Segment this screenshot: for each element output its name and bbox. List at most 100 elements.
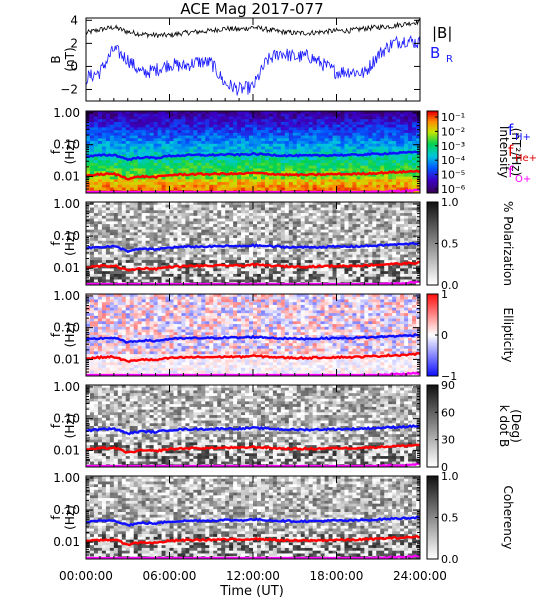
heatmap-cell xyxy=(101,132,107,136)
heatmap-cell xyxy=(93,260,99,264)
heatmap-cell xyxy=(356,232,361,236)
heatmap-cell xyxy=(300,119,306,123)
heatmap-cell xyxy=(364,146,369,150)
heatmap-cell xyxy=(113,168,119,172)
heatmap-cell xyxy=(412,119,417,123)
heatmap-cell xyxy=(324,182,329,186)
heatmap-cell xyxy=(137,162,143,167)
heatmap-cell xyxy=(268,202,274,206)
heatmap-cell xyxy=(233,204,238,208)
heatmap-cell xyxy=(404,235,409,239)
heatmap-cell xyxy=(292,262,298,267)
heatmap-cell xyxy=(193,221,198,225)
heatmap-cell xyxy=(125,184,131,188)
heatmap-cell xyxy=(93,146,99,150)
heatmap-cell xyxy=(201,119,206,123)
heatmap-cell xyxy=(356,229,361,233)
heatmap-cell xyxy=(86,141,91,145)
heatmap-cell xyxy=(344,254,349,258)
y-tick-label: −2 xyxy=(60,82,78,96)
heatmap-cell xyxy=(328,141,333,145)
heatmap-cell xyxy=(412,152,417,156)
heatmap-cell xyxy=(205,124,210,128)
heatmap-cell xyxy=(121,146,127,150)
heatmap-cell xyxy=(276,121,282,126)
heatmap-cell xyxy=(392,127,397,131)
heatmap-cell xyxy=(193,224,198,228)
heatmap-cell xyxy=(360,184,365,188)
heatmap-cell xyxy=(237,149,242,153)
heatmap-cell xyxy=(93,210,99,214)
heatmap-cell xyxy=(185,268,190,272)
heatmap-cell xyxy=(328,257,333,261)
heatmap-cell xyxy=(316,124,321,128)
heatmap-cell xyxy=(205,218,210,222)
heatmap-cell xyxy=(113,141,119,145)
heatmap-cell xyxy=(149,215,154,219)
heatmap-cell xyxy=(272,276,278,280)
heatmap-cell xyxy=(380,229,385,233)
heatmap-cell xyxy=(400,149,405,153)
heatmap-cell xyxy=(173,165,178,169)
heatmap-cell xyxy=(300,149,306,153)
heatmap-cell xyxy=(348,221,353,225)
heatmap-cell xyxy=(300,249,306,253)
heatmap-cell xyxy=(141,265,147,269)
heatmap-cell xyxy=(169,202,174,206)
heatmap-cell xyxy=(340,162,345,167)
heatmap-cell xyxy=(292,152,298,156)
heatmap-cell xyxy=(185,229,190,233)
heatmap-cell xyxy=(105,204,111,208)
heatmap-cell xyxy=(221,165,226,169)
heatmap-cell xyxy=(272,187,278,191)
heatmap-cell xyxy=(153,273,158,278)
heatmap-cell xyxy=(189,268,194,272)
heatmap-cell xyxy=(153,265,158,269)
heatmap-cell xyxy=(280,260,286,264)
heatmap-cell xyxy=(105,116,111,120)
heatmap-cell xyxy=(93,141,99,145)
heatmap-cell xyxy=(157,160,162,164)
heatmap-cell xyxy=(412,113,417,117)
heatmap-cell xyxy=(233,184,238,188)
heatmap-cell xyxy=(153,149,158,153)
heatmap-cell xyxy=(113,271,119,275)
heatmap-cell xyxy=(264,160,270,164)
heatmap-cell xyxy=(109,260,115,264)
heatmap-cell xyxy=(408,146,413,150)
heatmap-cell xyxy=(380,249,385,253)
heatmap-cell xyxy=(213,143,218,147)
heatmap-cell xyxy=(372,232,377,236)
heatmap-cell xyxy=(205,141,210,145)
heatmap-cell xyxy=(368,176,373,180)
heatmap-cell xyxy=(229,221,234,225)
heatmap-cell xyxy=(121,237,127,242)
heatmap-cell xyxy=(388,132,393,136)
heatmap-cell xyxy=(384,111,389,115)
heatmap-cell xyxy=(145,207,151,211)
heatmap-cell xyxy=(237,132,242,136)
heatmap-cell xyxy=(348,124,353,128)
heatmap-cell xyxy=(237,268,242,272)
heatmap-cell xyxy=(217,232,222,236)
heatmap-cell xyxy=(396,187,401,191)
heatmap-cell xyxy=(129,254,135,258)
heatmap-cell xyxy=(272,249,278,253)
heatmap-cell xyxy=(213,246,218,250)
heatmap-cell xyxy=(137,221,143,225)
heatmap-cell xyxy=(93,124,99,128)
heatmap-cell xyxy=(364,237,369,242)
heatmap-cell xyxy=(384,202,389,206)
heatmap-cell xyxy=(376,271,381,275)
heatmap-cell xyxy=(388,204,393,208)
heatmap-cell xyxy=(157,135,162,139)
heatmap-cell xyxy=(256,124,262,128)
heatmap-cell xyxy=(344,271,349,275)
heatmap-cell xyxy=(225,121,230,126)
heatmap-cell xyxy=(380,235,385,239)
heatmap-cell xyxy=(304,262,310,267)
heatmap-cell xyxy=(384,182,389,186)
heatmap-cell xyxy=(300,226,306,231)
heatmap-cell xyxy=(161,157,166,161)
heatmap-cell xyxy=(408,268,413,272)
